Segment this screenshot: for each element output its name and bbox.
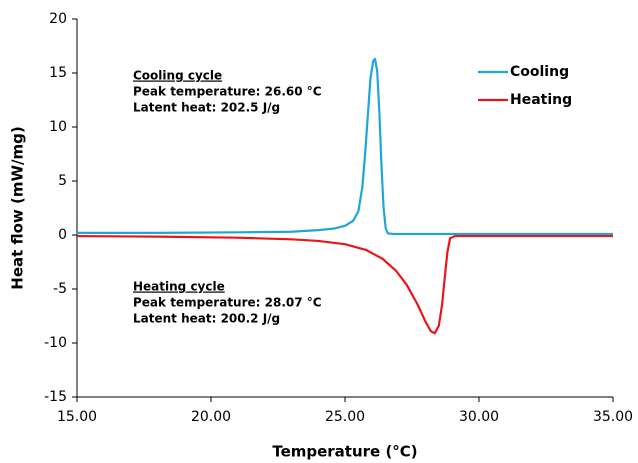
x-tick-label: 15.00 (57, 409, 97, 425)
y-tick-label: 5 (58, 173, 67, 189)
y-tick-label: 0 (58, 227, 67, 243)
series-line (77, 57, 613, 236)
y-tick-label: -15 (44, 389, 67, 405)
y-axis-label: Heat flow (mW/mg) (9, 126, 27, 289)
y-tick-label: -10 (44, 335, 67, 351)
y-tick-label: 15 (49, 65, 67, 81)
y-tick-label: -5 (53, 281, 67, 297)
x-axis-label: Temperature (°C) (272, 443, 417, 461)
series-line (76, 234, 613, 335)
x-tick-label: 30.00 (459, 409, 499, 425)
annotation: Peak temperature: 28.07 °C (133, 296, 322, 310)
annotation: Latent heat: 202.5 J/g (133, 101, 280, 115)
annotation-title: Heating cycle (133, 280, 225, 294)
legend-label: Cooling (510, 64, 569, 80)
x-tick-label: 25.00 (325, 409, 365, 425)
y-tick-label: 10 (49, 119, 67, 135)
y-tick-label: 20 (49, 11, 67, 27)
legend-label: Heating (510, 92, 572, 108)
annotation-title: Cooling cycle (133, 69, 222, 83)
annotation: Latent heat: 200.2 J/g (133, 312, 280, 326)
x-tick-label: 35.00 (593, 409, 633, 425)
x-tick-label: 20.00 (191, 409, 231, 425)
annotation: Peak temperature: 26.60 °C (133, 85, 322, 99)
